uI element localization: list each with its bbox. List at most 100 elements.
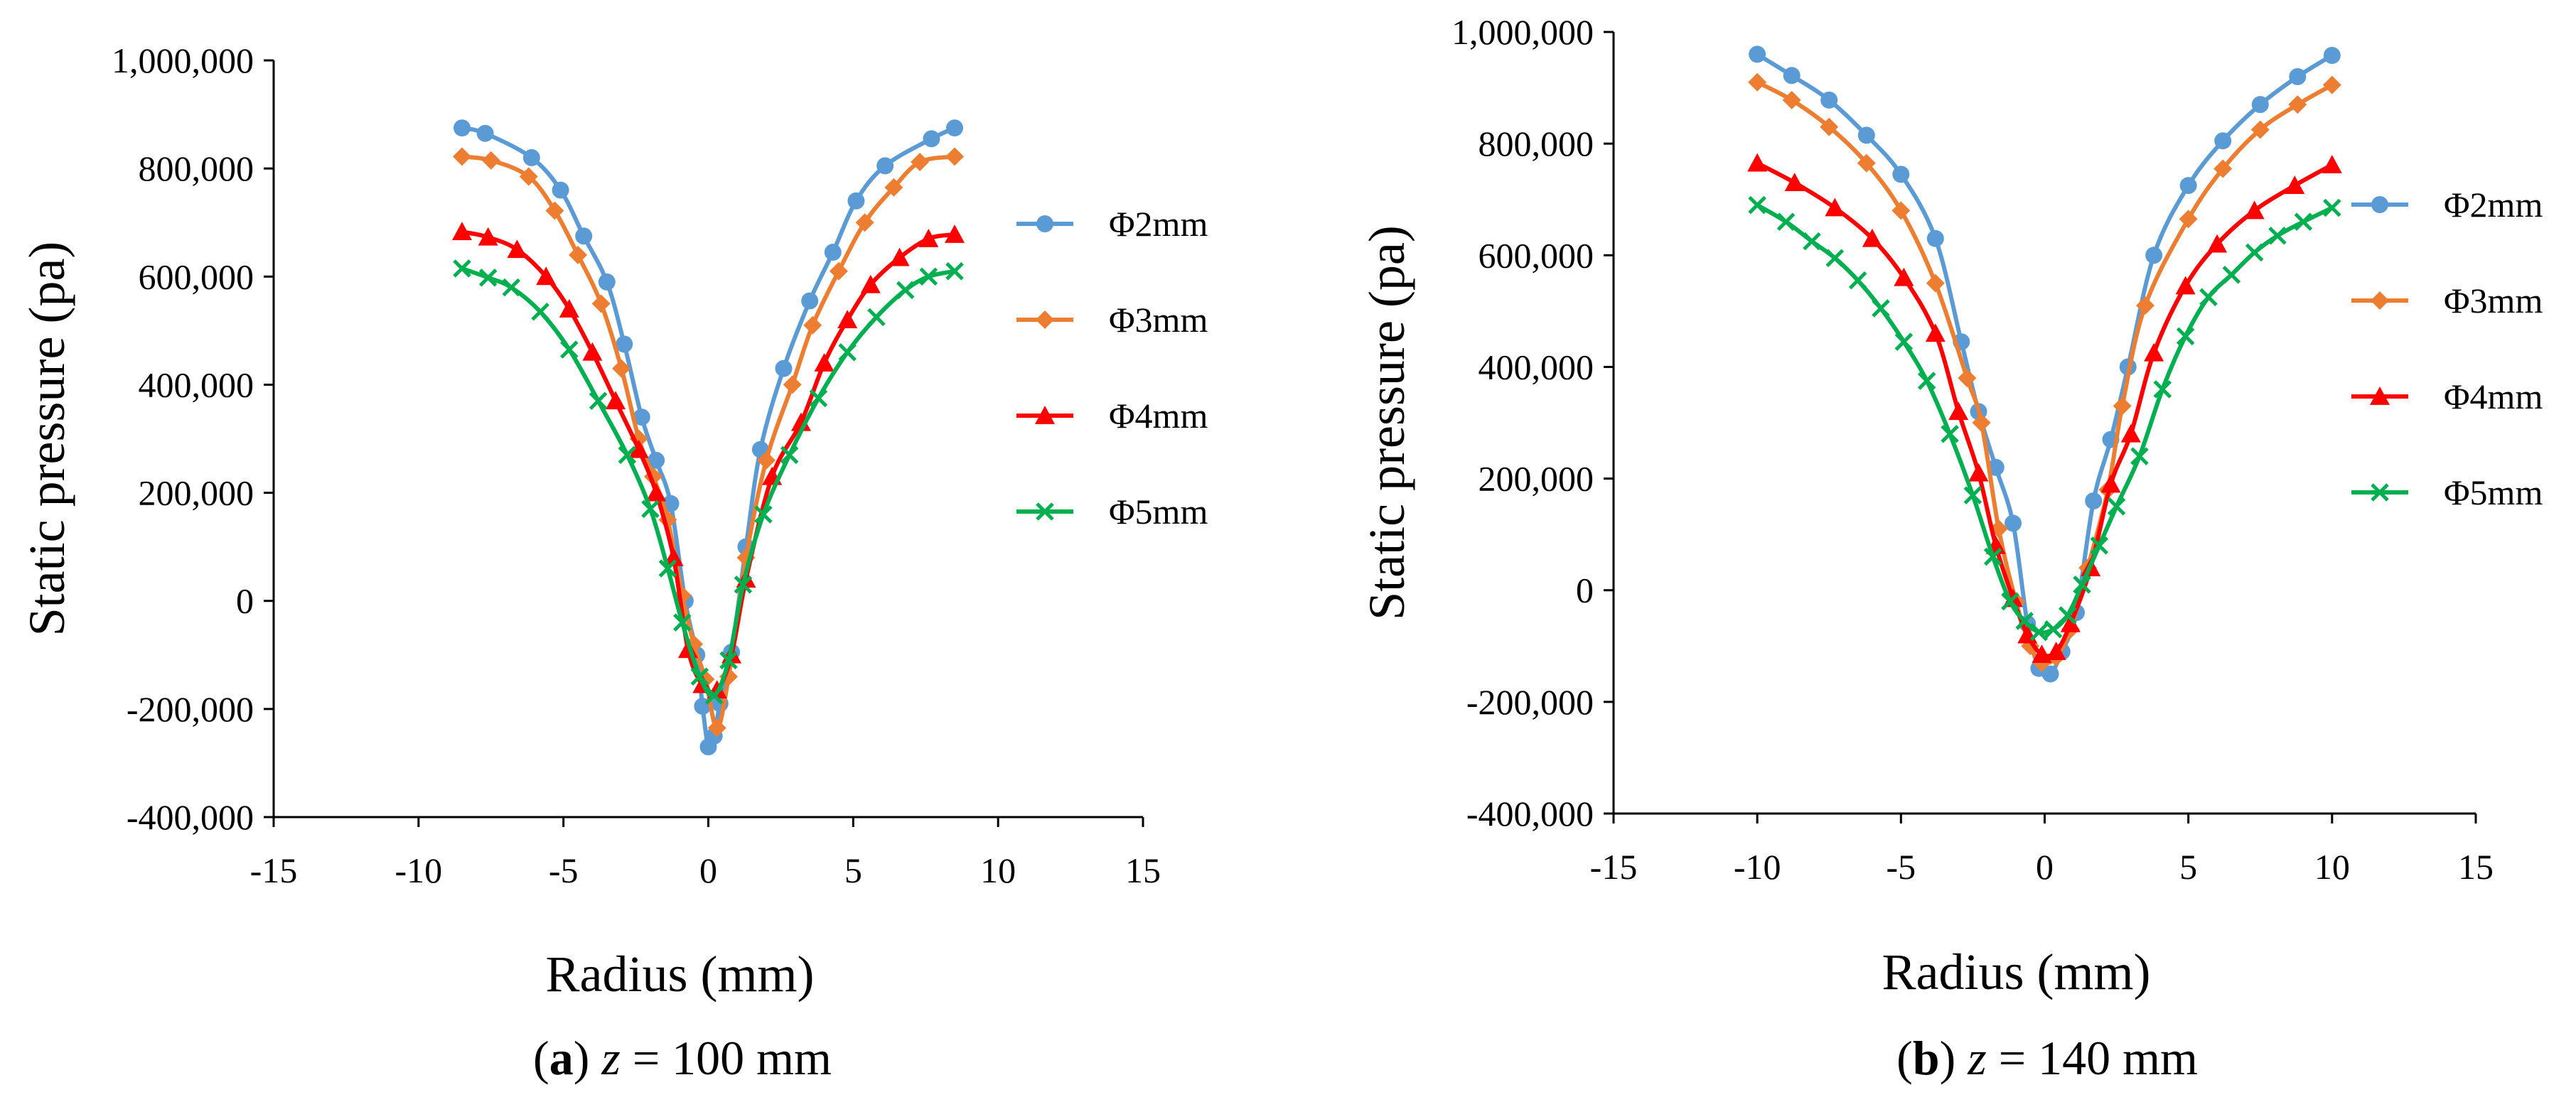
data-point <box>519 167 538 186</box>
data-point <box>1820 91 1838 109</box>
data-point <box>2073 576 2091 594</box>
data-point <box>646 482 667 502</box>
series-line <box>461 229 955 695</box>
data-point <box>1891 201 1911 220</box>
data-point <box>1776 212 1796 231</box>
data-point <box>2041 665 2059 683</box>
data-point <box>2113 396 2132 416</box>
y-tick-label: -200,000 <box>1466 682 1594 722</box>
data-point <box>2323 47 2341 64</box>
data-point <box>704 686 724 705</box>
data-point <box>582 342 603 361</box>
data-point <box>707 718 726 738</box>
x-axis-title: Radius (mm) <box>546 946 815 1003</box>
legend-marker <box>1036 502 1054 521</box>
data-point <box>1963 486 1982 504</box>
legend-entry: Φ4mm <box>2351 377 2543 416</box>
y-tick-label: 400,000 <box>1478 347 1594 387</box>
chart-b: -400,000 -200,000 0 200,000 400,000 600,000 80… <box>1358 12 2543 1085</box>
data-point <box>1820 117 1839 136</box>
data-point <box>2250 120 2270 139</box>
data-point <box>945 147 965 166</box>
x-tick-label: -5 <box>549 850 579 890</box>
x-tick-label: -15 <box>250 850 298 890</box>
data-point <box>2244 200 2265 220</box>
x-tick-label: 0 <box>2036 847 2054 887</box>
y-tick-label: 1,000,000 <box>112 40 254 80</box>
data-point <box>2060 613 2081 632</box>
series-line <box>461 266 955 698</box>
data-point <box>628 439 649 458</box>
y-tick-label: 600,000 <box>139 256 254 296</box>
y-axis-title: Static pressure (pa) <box>1358 225 1415 620</box>
data-point <box>1857 153 1876 173</box>
legend-label: Φ4mm <box>1109 396 1208 436</box>
data-point <box>2199 288 2218 306</box>
data-point <box>1917 372 1936 390</box>
data-point <box>2245 243 2264 262</box>
data-point <box>2179 177 2197 195</box>
data-point <box>1926 229 1944 247</box>
y-tick-label: 1,000,000 <box>1451 12 1594 52</box>
data-point <box>2251 96 2269 114</box>
x-tick-label: 0 <box>699 850 717 890</box>
x-tick-label: -10 <box>395 850 443 890</box>
data-point <box>2323 198 2341 217</box>
y-tick-label: 600,000 <box>1478 235 1594 275</box>
data-point <box>2120 423 2141 443</box>
data-point <box>1748 195 1766 215</box>
data-point <box>783 375 802 394</box>
data-point <box>889 247 910 266</box>
data-point <box>612 359 631 378</box>
data-point <box>754 505 773 524</box>
y-tick-label: -400,000 <box>127 797 254 837</box>
data-point <box>876 157 894 175</box>
legend-label: Φ2mm <box>2444 185 2543 225</box>
x-tick-label: 5 <box>2179 847 2197 887</box>
series-line <box>461 126 956 751</box>
series-line <box>1756 161 2334 659</box>
data-point <box>2107 497 2126 516</box>
data-point <box>2285 175 2305 194</box>
data-point <box>945 224 965 243</box>
data-point <box>2222 266 2241 284</box>
data-point <box>1894 333 1914 351</box>
data-point <box>1862 228 1882 247</box>
x-tick-label: 10 <box>980 850 1016 890</box>
data-point <box>1747 153 1768 172</box>
caption-paren-close: ) <box>574 1031 602 1085</box>
data-point <box>780 445 799 465</box>
data-point <box>559 298 579 318</box>
legend-entry: Φ5mm <box>1016 492 1208 531</box>
data-point <box>824 244 842 261</box>
legend-label: Φ3mm <box>2444 281 2543 320</box>
data-point <box>569 245 588 264</box>
data-point <box>2090 536 2109 555</box>
data-point <box>589 391 608 411</box>
data-point <box>2294 212 2313 231</box>
data-point <box>1872 299 1890 318</box>
caption-letter: a <box>549 1031 574 1085</box>
data-point <box>1848 271 1867 290</box>
data-point <box>1894 267 1914 286</box>
data-point <box>2044 620 2063 639</box>
chart-caption: (b) z = 140 mm <box>1896 1031 2198 1085</box>
data-point <box>2179 210 2198 229</box>
data-point <box>481 151 500 170</box>
data-point <box>919 267 938 286</box>
series-Φ3mm <box>452 147 965 738</box>
data-point <box>531 302 549 321</box>
legend-label: Φ5mm <box>2444 472 2543 512</box>
x-tick-label: 15 <box>2458 847 2494 887</box>
caption-paren-close: ) <box>1940 1031 1968 1085</box>
data-point <box>552 181 569 199</box>
chart-caption: (a) z = 100 mm <box>533 1031 832 1085</box>
y-tick-label: -400,000 <box>1466 794 1594 833</box>
data-point <box>801 292 819 310</box>
legend-label: Φ2mm <box>1109 204 1208 244</box>
x-tick-label: 15 <box>1125 850 1161 890</box>
legend-entry: Φ3mm <box>1016 300 1208 340</box>
series-Φ3mm <box>1748 72 2341 672</box>
data-point <box>719 651 738 670</box>
